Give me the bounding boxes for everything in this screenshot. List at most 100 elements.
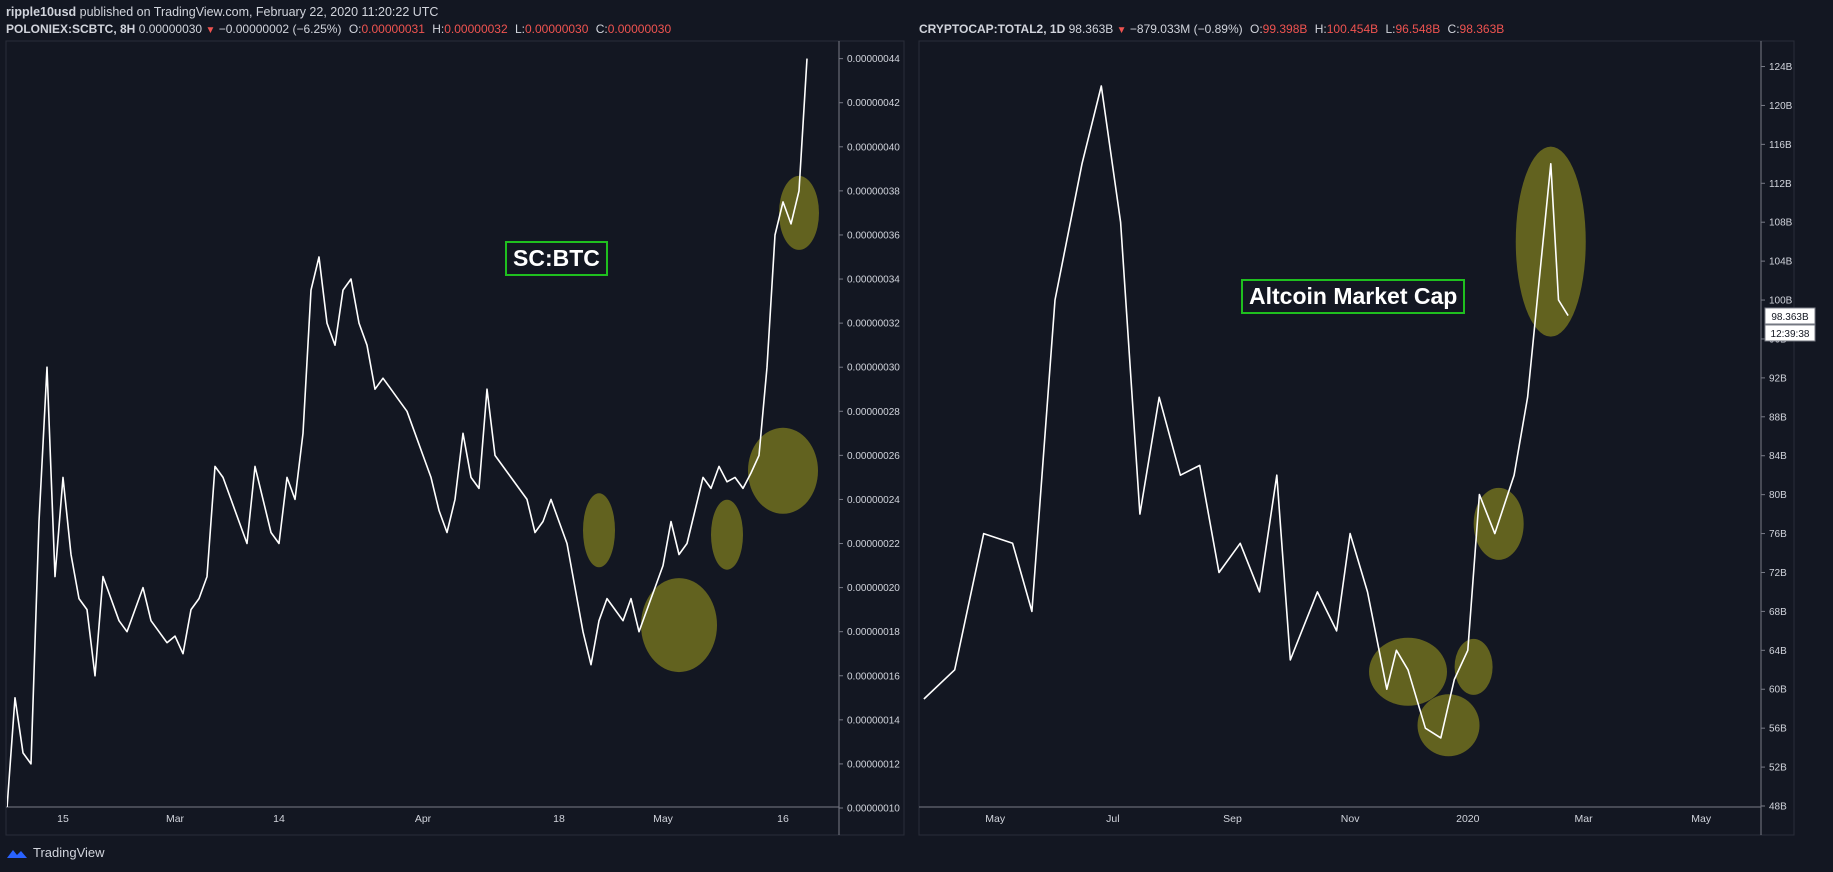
right-y-tick-label: 108B [1769,218,1793,229]
right-high: 100.454B [1326,22,1379,36]
right-y-tick-label: 56B [1769,724,1787,735]
right-y-tick-label: 76B [1769,529,1787,540]
right-x-tick-label: May [985,813,1006,825]
left-x-tick-label: 16 [777,813,789,825]
left-frame [5,40,905,836]
right-close: 98.363B [1459,22,1505,36]
right-y-tick-label: 60B [1769,685,1787,696]
countdown-box [1764,324,1816,342]
right-o-label: O: [1250,22,1263,36]
right-y-tick-label: 112B [1769,179,1792,190]
left-highlight-ellipse [779,175,819,250]
left-x-tick-label: 14 [273,813,285,825]
left-y-tick-label: 0.00000026 [847,451,900,462]
last-price-label: 98.363B [1771,312,1809,323]
published-text: published on TradingView.com, February 2… [79,5,439,19]
right-highlight-ellipse [1417,694,1480,757]
right-price-line [923,85,1569,739]
footer-brand[interactable]: TradingView [6,845,105,860]
left-symbol[interactable]: POLONIEX:SCBTC, 8H [6,22,136,36]
left-chart: 0.00000044 0.00000042 0.00000040 0.00000038… [5,40,905,836]
right-highlight-ellipse [1454,638,1493,695]
right-y-tick-label: 104B [1769,257,1793,268]
right-c-label: C: [1447,22,1460,36]
down-triangle-icon: ▼ [205,25,216,36]
right-annotation-label: Altcoin Market Cap [1241,279,1466,314]
left-y-tick-label: 0.00000024 [847,495,900,506]
right-x-tick-label: Mar [1574,813,1593,825]
left-y-tick-label: 0.00000020 [847,583,900,594]
right-x-tick-label: 2020 [1456,813,1480,825]
right-x-tick-label: Nov [1341,813,1360,825]
right-y-tick-label: 84B [1769,451,1787,462]
right-annotation-text: Altcoin Market Cap [1249,283,1458,309]
left-x-tick-label: May [653,813,674,825]
right-h-label: H: [1314,22,1327,36]
right-y-tick-label: 88B [1769,412,1787,423]
right-y-tick-label: 48B [1769,802,1787,813]
left-x-tick-label: 18 [553,813,565,825]
left-annotation-text: SC:BTC [513,245,600,271]
right-symbol[interactable]: CRYPTOCAP:TOTAL2, 1D [919,22,1066,36]
left-x-tick-label: Mar [166,813,185,825]
left-y-tick-label: 0.00000016 [847,671,900,682]
left-y-tick-label: 0.00000032 [847,319,900,330]
right-y-tick-label: 52B [1769,763,1787,774]
left-y-tick-label: 0.00000022 [847,539,900,550]
right-y-tick-label: 68B [1769,607,1787,618]
left-y-tick-label: 0.00000036 [847,230,900,241]
down-triangle-icon: ▼ [1116,25,1127,36]
right-y-tick-label: 124B [1769,62,1793,73]
left-highlight-ellipse [641,578,717,673]
right-highlight-ellipse [1515,146,1586,337]
left-open: 0.00000031 [361,22,425,36]
right-y-tick-label: 100B [1769,296,1793,307]
left-y-tick-label: 0.00000040 [847,142,900,153]
left-annotation-label: SC:BTC [505,241,608,276]
left-highlight-ellipse [583,493,615,568]
left-close: 0.00000030 [607,22,672,36]
left-highlight-ellipse [748,427,818,514]
left-y-tick-label: 0.00000030 [847,363,900,374]
right-open: 99.398B [1262,22,1308,36]
right-y-tick-label: 120B [1769,101,1793,112]
right-y-tick-label: 64B [1769,646,1787,657]
last-price-box [1764,307,1816,325]
footer-brand-text: TradingView [33,845,105,860]
right-y-tick-label: 72B [1769,568,1787,579]
right-last: 98.363B [1068,22,1114,36]
right-x-tick-label: May [1691,813,1712,825]
left-price-line [7,58,808,807]
left-y-tick-label: 0.00000038 [847,186,900,197]
author-name[interactable]: ripple10usd [6,5,77,19]
left-l-label: L: [514,22,525,36]
left-y-tick-label: 0.00000014 [847,715,900,726]
right-change: −879.033M (−0.89%) [1129,22,1243,36]
left-x-tick-label: Apr [415,813,432,825]
right-x-tick-label: Jul [1106,813,1119,825]
right-legend: CRYPTOCAP:TOTAL2, 1D 98.363B ▼ −879.033M… [919,22,1504,36]
right-y-tick-label: 92B [1769,373,1787,384]
right-x-tick-label: Sep [1223,813,1242,825]
left-h-label: H: [432,22,445,36]
right-chart: 124B120B116B112B108B104B100B96B92B88B84B… [918,40,1816,836]
left-low: 0.00000030 [525,22,589,36]
left-y-tick-label: 0.00000028 [847,407,900,418]
left-highlight-ellipse [711,499,743,570]
countdown-label: 12:39:38 [1771,329,1810,340]
left-x-tick-label: 15 [57,813,69,825]
left-legend: POLONIEX:SCBTC, 8H 0.00000030 ▼ −0.00000… [6,22,671,36]
left-y-tick-label: 0.00000010 [847,804,900,815]
left-last: 0.00000030 [138,22,203,36]
left-c-label: C: [595,22,608,36]
right-low: 96.548B [1395,22,1441,36]
left-y-tick-label: 0.00000034 [847,275,900,286]
left-y-tick-label: 0.00000018 [847,627,900,638]
right-l-label: L: [1385,22,1396,36]
left-o-label: O: [348,22,362,36]
left-y-tick-label: 0.00000042 [847,98,900,109]
publish-info: ripple10usd published on TradingView.com… [6,5,438,19]
left-y-tick-label: 0.00000012 [847,759,900,770]
right-frame [918,40,1795,836]
